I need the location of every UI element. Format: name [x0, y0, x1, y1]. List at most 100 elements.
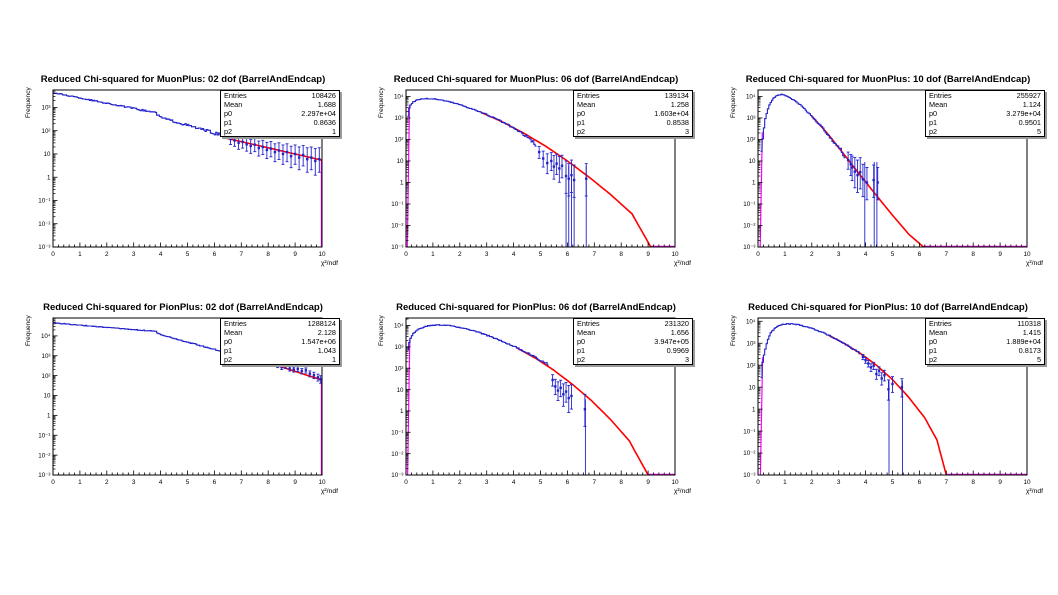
- svg-text:7: 7: [593, 251, 597, 258]
- pad-muonplus-06dof: Reduced Chi-squared for MuonPlus: 06 dof…: [353, 62, 706, 292]
- svg-text:1: 1: [752, 180, 756, 187]
- svg-text:1: 1: [752, 406, 756, 413]
- panel-title: Reduced Chi-squared for PionPlus: 06 dof…: [396, 302, 676, 313]
- svg-text:9: 9: [293, 479, 297, 486]
- stat-label: Entries: [929, 91, 952, 100]
- svg-text:10: 10: [397, 387, 404, 394]
- stat-label: Mean: [929, 100, 948, 109]
- stats-row: p1 0.8636: [221, 118, 339, 127]
- svg-text:10²: 10²: [42, 373, 51, 380]
- svg-text:10²: 10²: [747, 362, 756, 369]
- stat-label: p1: [577, 118, 586, 127]
- panel-title: Reduced Chi-squared for MuonPlus: 06 dof…: [393, 74, 679, 85]
- panel-title: Reduced Chi-squared for PionPlus: 10 dof…: [748, 302, 1028, 313]
- svg-text:10⁻³: 10⁻³: [743, 472, 755, 479]
- stats-row: Entries 110318: [926, 319, 1044, 328]
- stat-label: p1: [224, 346, 233, 355]
- svg-text:10³: 10³: [747, 115, 756, 122]
- svg-text:10²: 10²: [395, 365, 404, 372]
- svg-text:10⁻³: 10⁻³: [391, 244, 403, 251]
- stats-row: p0 1.889e+04: [926, 337, 1044, 346]
- pad-pionplus-06dof: Reduced Chi-squared for PionPlus: 06 dof…: [353, 290, 706, 520]
- svg-text:Frequency: Frequency: [730, 315, 737, 346]
- stat-value: 108426: [311, 91, 336, 100]
- stats-row: p1 1.043: [221, 346, 339, 355]
- stats-box: Entries 231320 Mean 1.656 p0 3.947e+05 p1 0.…: [573, 318, 693, 365]
- svg-text:3: 3: [837, 251, 841, 258]
- stats-box: Entries 1288124 Mean 2.128 p0 1.547e+06 p1 1…: [220, 318, 340, 365]
- svg-text:10⁻¹: 10⁻¹: [38, 198, 50, 205]
- stats-row: p2 1: [221, 355, 339, 364]
- stats-row: Entries 108426: [221, 91, 339, 100]
- stats-row: p1 0.9501: [926, 118, 1044, 127]
- chart-area: 0 1 2 3 4 5 6 7 8 9 10 10⁴ 10³ 10² 10 1 10⁻¹ 10⁻² 10⁻³ Freq…: [730, 315, 1043, 495]
- svg-text:Frequency: Frequency: [25, 315, 32, 346]
- chart-area: 0 1 2 3 4 5 6 7 8 9 10 10⁴ 10³ 10² 10 1 10⁻¹ 10⁻² 10⁻³ Freq…: [730, 87, 1043, 267]
- stat-value: 1.124: [1022, 100, 1041, 109]
- stat-value: 1.043: [317, 346, 336, 355]
- pad-muonplus-02dof: Reduced Chi-squared for MuonPlus: 02 dof…: [0, 62, 353, 292]
- stat-label: p0: [577, 337, 586, 346]
- stat-label: p2: [577, 127, 586, 136]
- svg-text:10⁴: 10⁴: [41, 333, 51, 340]
- svg-text:5: 5: [539, 251, 543, 258]
- chart-area: 0 1 2 3 4 5 6 7 8 9 10 10³ 10² 10 1 10⁻¹ 10⁻² 10⁻³ Frequen…: [25, 87, 338, 267]
- svg-text:10⁻²: 10⁻²: [38, 452, 50, 459]
- svg-text:3: 3: [132, 251, 136, 258]
- svg-text:10³: 10³: [42, 105, 51, 112]
- svg-text:4: 4: [159, 251, 163, 258]
- svg-text:7: 7: [593, 479, 597, 486]
- stat-label: Mean: [224, 100, 243, 109]
- svg-text:χ²/ndf: χ²/ndf: [321, 260, 338, 267]
- svg-text:10⁻²: 10⁻²: [391, 451, 403, 458]
- stat-label: p2: [577, 355, 586, 364]
- svg-text:10⁻¹: 10⁻¹: [743, 201, 755, 208]
- panel-title: Reduced Chi-squared for MuonPlus: 02 dof…: [40, 74, 326, 85]
- svg-text:χ²/ndf: χ²/ndf: [1026, 488, 1043, 495]
- stats-row: p0 1.603e+04: [574, 109, 692, 118]
- svg-text:10³: 10³: [42, 353, 51, 360]
- stats-row: p2 3: [574, 127, 692, 136]
- stats-row: Entries 1288124: [221, 319, 339, 328]
- chart-area: 0 1 2 3 4 5 6 7 8 9 10 10⁴ 10³ 10² 10 1 10⁻¹ 10⁻² 10⁻³ Freq…: [25, 315, 338, 495]
- svg-text:10: 10: [1023, 479, 1031, 486]
- panel-title: Reduced Chi-squared for MuonPlus: 10 dof…: [745, 74, 1031, 85]
- stats-row: p1 0.9969: [574, 346, 692, 355]
- svg-text:1: 1: [78, 251, 82, 258]
- svg-text:10⁴: 10⁴: [394, 323, 404, 330]
- stat-label: Entries: [577, 91, 600, 100]
- stat-label: Mean: [577, 328, 596, 337]
- stat-value: 0.9501: [1018, 118, 1041, 127]
- stat-value: 139134: [664, 91, 689, 100]
- svg-text:10⁻¹: 10⁻¹: [38, 432, 50, 439]
- svg-text:9: 9: [646, 251, 650, 258]
- svg-text:10²: 10²: [42, 128, 51, 135]
- svg-text:6: 6: [918, 479, 922, 486]
- svg-text:10⁻²: 10⁻²: [743, 450, 755, 457]
- stat-value: 110318: [1017, 319, 1041, 328]
- svg-text:2: 2: [458, 251, 462, 258]
- stats-row: p0 1.547e+06: [221, 337, 339, 346]
- stat-label: Entries: [929, 319, 952, 328]
- svg-text:10⁴: 10⁴: [746, 94, 756, 101]
- stat-value: 231320: [664, 319, 689, 328]
- svg-text:7: 7: [945, 479, 949, 486]
- svg-text:10³: 10³: [395, 115, 404, 122]
- svg-text:2: 2: [810, 251, 814, 258]
- svg-text:10: 10: [44, 393, 51, 400]
- svg-text:Frequency: Frequency: [378, 87, 385, 118]
- svg-text:Frequency: Frequency: [730, 87, 737, 118]
- svg-text:10: 10: [397, 158, 404, 165]
- stat-label: p1: [929, 118, 938, 127]
- svg-text:1: 1: [783, 479, 787, 486]
- stat-label: p2: [929, 355, 938, 364]
- pad-pionplus-10dof: Reduced Chi-squared for PionPlus: 10 dof…: [705, 290, 1058, 520]
- svg-text:1: 1: [400, 180, 404, 187]
- svg-text:0: 0: [404, 479, 408, 486]
- svg-text:10: 10: [318, 251, 326, 258]
- svg-text:7: 7: [240, 479, 244, 486]
- stat-label: Entries: [224, 91, 247, 100]
- svg-text:0: 0: [404, 251, 408, 258]
- svg-text:2: 2: [810, 479, 814, 486]
- stat-label: p2: [224, 355, 233, 364]
